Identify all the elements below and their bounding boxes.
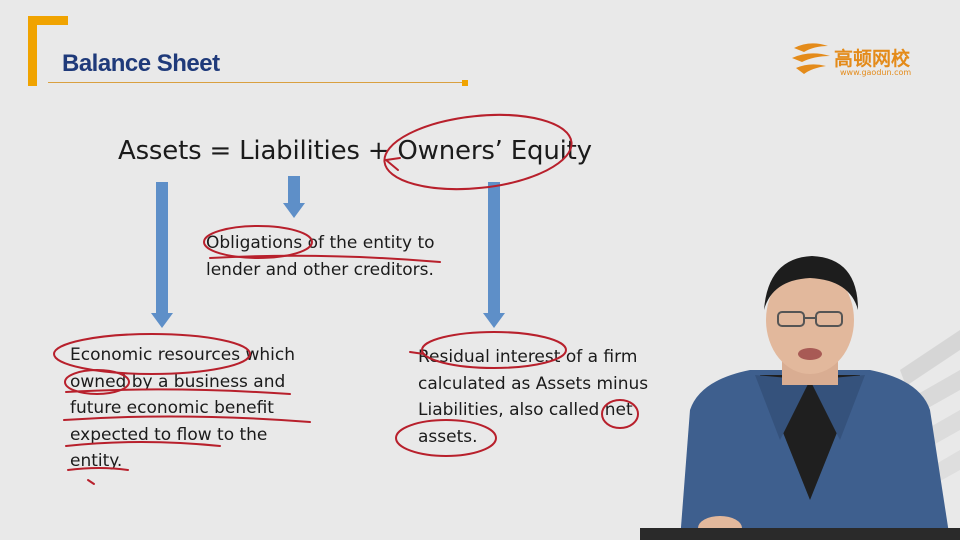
liabilities-desc-line: lender and other creditors.	[206, 259, 434, 280]
desk	[640, 528, 960, 540]
assets-desc-line: entity.	[70, 451, 123, 471]
liabilities-desc-line: Obligations of the entity to	[206, 233, 435, 253]
equity-desc-line: calculated as Assets minus	[418, 373, 649, 394]
assets-arrow	[151, 182, 173, 328]
assets-desc-line: owned by a business and	[70, 371, 286, 392]
gaodun-logo-icon	[792, 43, 830, 74]
presenter-video	[680, 256, 950, 540]
liabilities-arrow	[283, 176, 305, 218]
title-corner-bracket	[28, 16, 68, 86]
equity-desc-line: assets.	[418, 426, 478, 447]
title-underline-dot	[462, 80, 468, 86]
gaodun-logo: 高顿网校 www.gaodun.com	[790, 38, 920, 82]
logo-name: 高顿网校	[834, 48, 911, 70]
title-underline	[48, 82, 464, 83]
equity-description: Residual interest of a firm calculated a…	[418, 344, 648, 450]
liabilities-description: Obligations of the entity to lender and …	[206, 230, 435, 283]
assets-desc-line: expected to flow to the	[70, 424, 268, 445]
assets-desc-line: Economic resources which	[70, 345, 296, 365]
accounting-equation: Assets = Liabilities + Owners’ Equity	[118, 136, 592, 166]
assets-desc-line: future economic benefit	[70, 398, 274, 418]
logo-url: www.gaodun.com	[840, 68, 912, 77]
assets-description: Economic resources which owned by a busi…	[70, 342, 295, 475]
equity-desc-line: Liabilities, also called net	[418, 400, 633, 420]
equity-arrow	[483, 182, 505, 328]
stray-mark	[87, 479, 95, 485]
equity-desc-line: Residual interest of a firm	[418, 347, 638, 367]
slide-title: Balance Sheet	[62, 50, 220, 77]
